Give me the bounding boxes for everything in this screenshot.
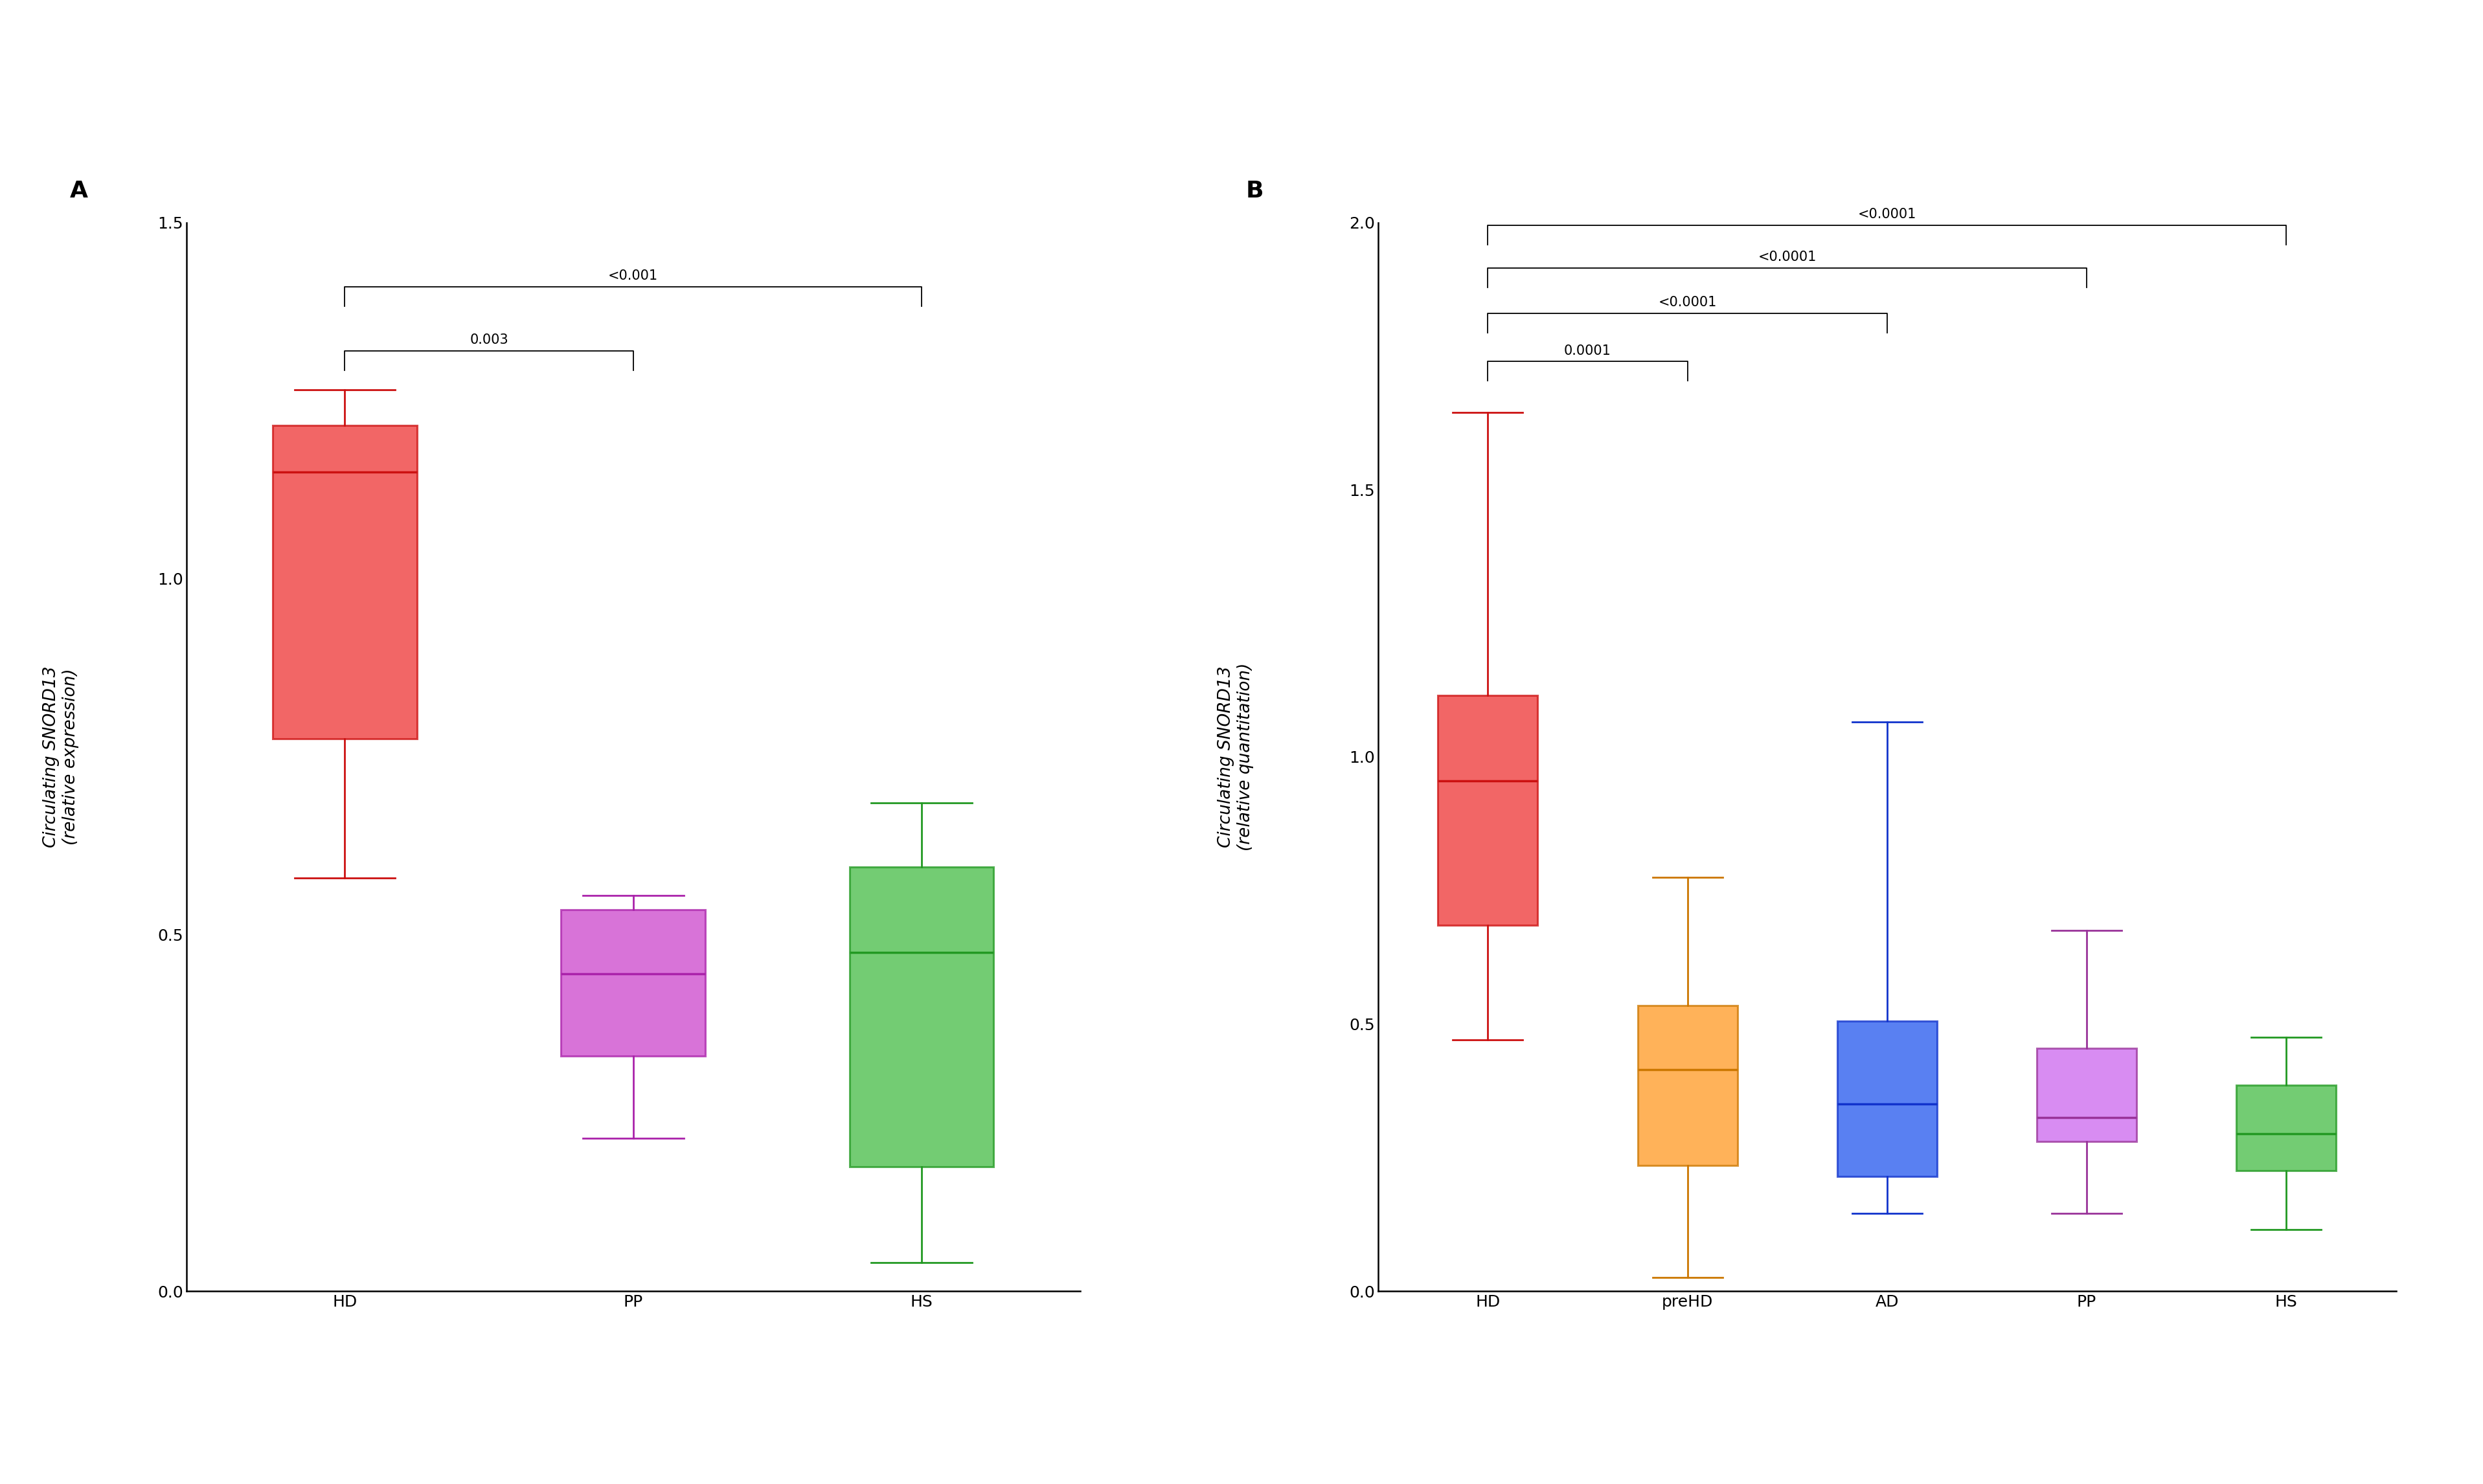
Bar [2036, 1048, 2135, 1141]
Bar [1837, 1021, 1937, 1177]
Text: A: A [70, 180, 89, 202]
Text: Circulating SNORD13
(relative quantitation): Circulating SNORD13 (relative quantitati… [1217, 663, 1254, 850]
Text: 0.003: 0.003 [469, 334, 509, 347]
Bar [273, 426, 417, 739]
Text: <0.0001: <0.0001 [1857, 208, 1917, 221]
Text: Circulating SNORD13
(relative expression): Circulating SNORD13 (relative expression… [42, 666, 79, 847]
Bar [561, 910, 705, 1057]
Bar [849, 867, 993, 1166]
Text: <0.0001: <0.0001 [1758, 251, 1818, 264]
Text: 0.0001: 0.0001 [1564, 344, 1611, 358]
Text: B: B [1246, 180, 1264, 202]
Bar [2237, 1085, 2337, 1171]
Text: <0.001: <0.001 [608, 270, 658, 282]
Bar [1438, 696, 1537, 925]
Bar [1639, 1005, 1738, 1165]
Text: <0.0001: <0.0001 [1659, 297, 1716, 309]
